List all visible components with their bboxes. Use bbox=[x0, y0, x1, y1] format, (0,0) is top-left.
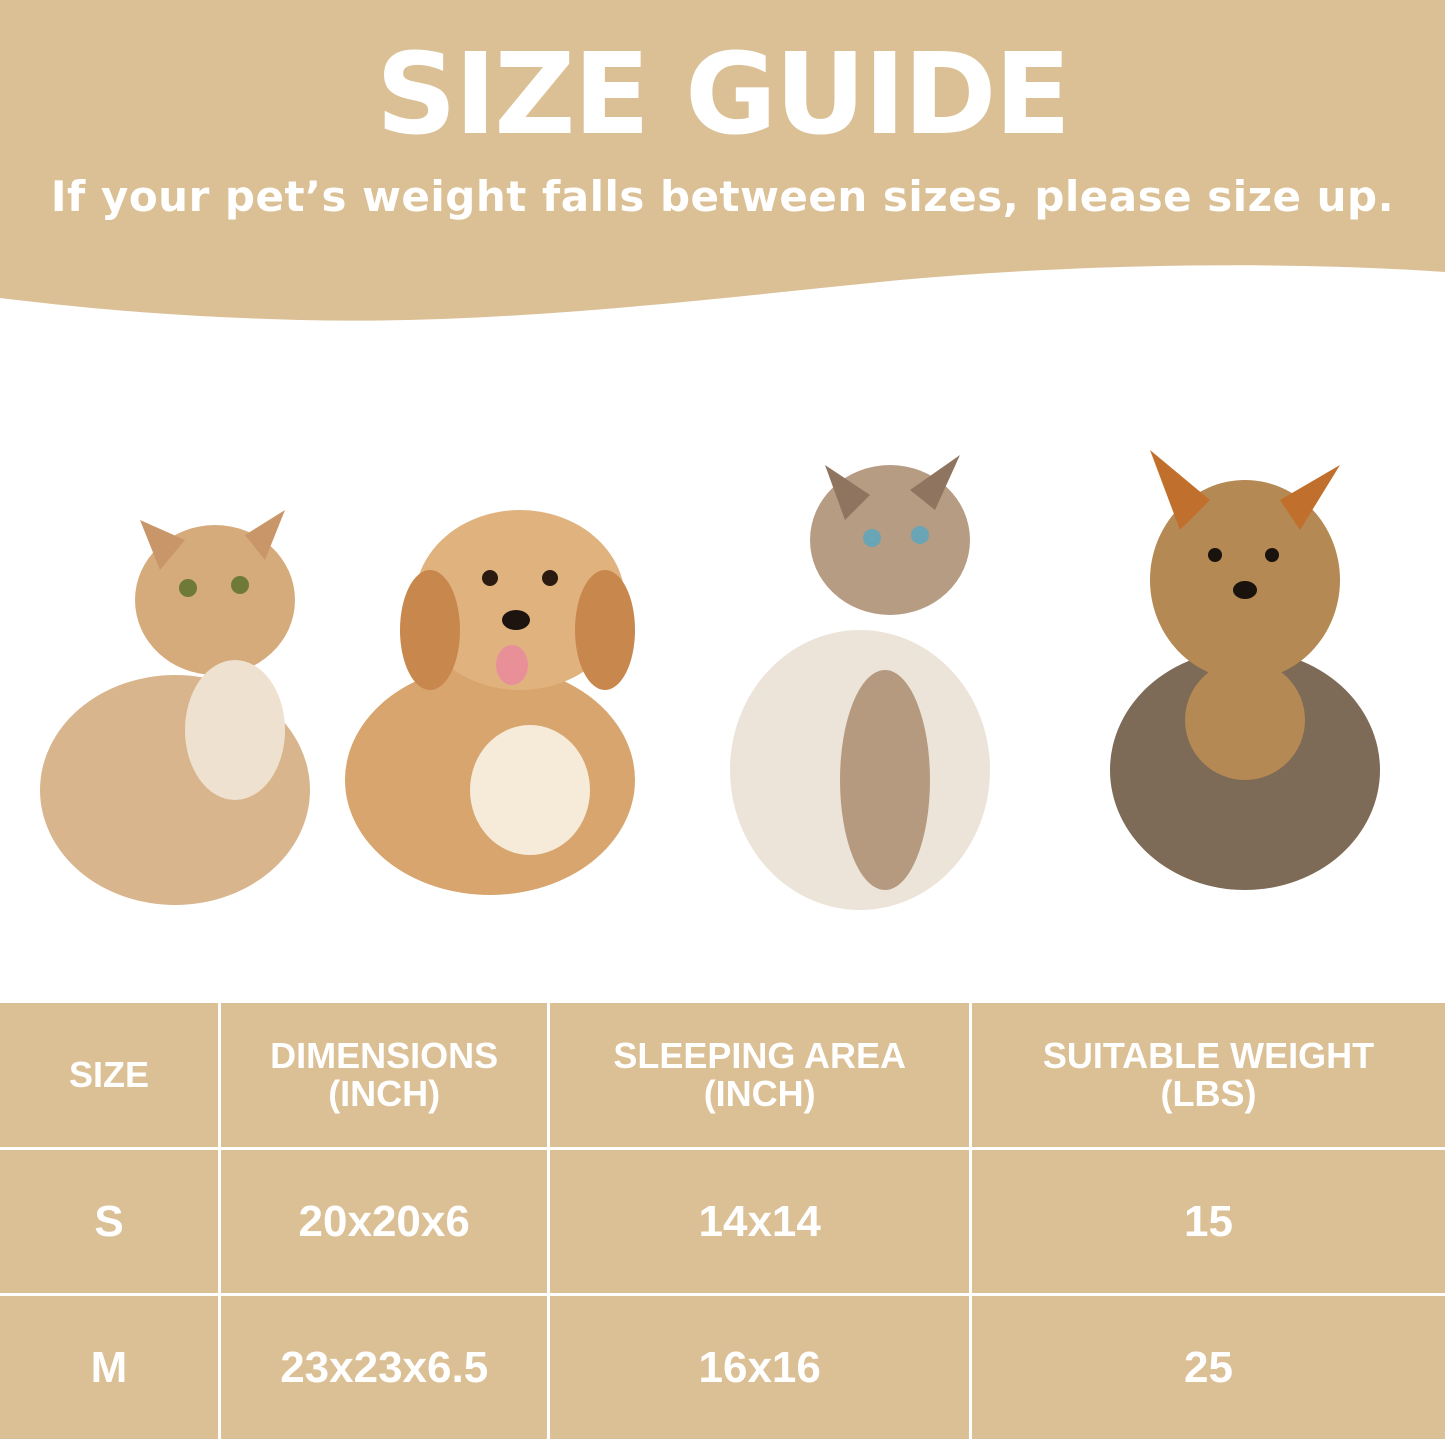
pet-image-cat-golden bbox=[40, 510, 310, 905]
table-row: M 23x23x6.5 16x16 25 bbox=[0, 1293, 1445, 1439]
column-header-dimensions: DIMENSIONS (INCH) bbox=[217, 1003, 551, 1150]
column-header-size: SIZE bbox=[0, 1003, 221, 1150]
header-banner bbox=[0, 0, 1445, 321]
cell-dimensions: 23x23x6.5 bbox=[217, 1293, 551, 1439]
pet-image-dog-yorkshire-terrier bbox=[1110, 450, 1380, 890]
cell-sleeping-area: 14x14 bbox=[547, 1147, 972, 1296]
cell-dimensions: 20x20x6 bbox=[217, 1147, 551, 1296]
pet-image-dog-havanese bbox=[345, 510, 635, 895]
cell-suitable-weight: 15 bbox=[968, 1147, 1445, 1296]
cell-suitable-weight: 25 bbox=[968, 1293, 1445, 1439]
pets-photo-row bbox=[40, 450, 1380, 910]
cell-size: S bbox=[0, 1147, 221, 1296]
page-subtitle: If your pet’s weight falls between sizes… bbox=[50, 172, 1395, 221]
cell-size: M bbox=[0, 1293, 221, 1439]
pet-image-cat-ragdoll bbox=[730, 455, 990, 910]
page-title: SIZE GUIDE bbox=[375, 30, 1071, 160]
column-header-suitable-weight: SUITABLE WEIGHT (LBS) bbox=[968, 1003, 1445, 1150]
table-row: S 20x20x6 14x14 15 bbox=[0, 1147, 1445, 1296]
cell-sleeping-area: 16x16 bbox=[547, 1293, 972, 1439]
column-header-sleeping-area: SLEEPING AREA (INCH) bbox=[547, 1003, 972, 1150]
table-header-row: SIZE DIMENSIONS (INCH) SLEEPING AREA (INCH… bbox=[0, 1003, 1445, 1150]
size-table: SIZE DIMENSIONS (INCH) SLEEPING AREA (INCH… bbox=[0, 1003, 1445, 1439]
